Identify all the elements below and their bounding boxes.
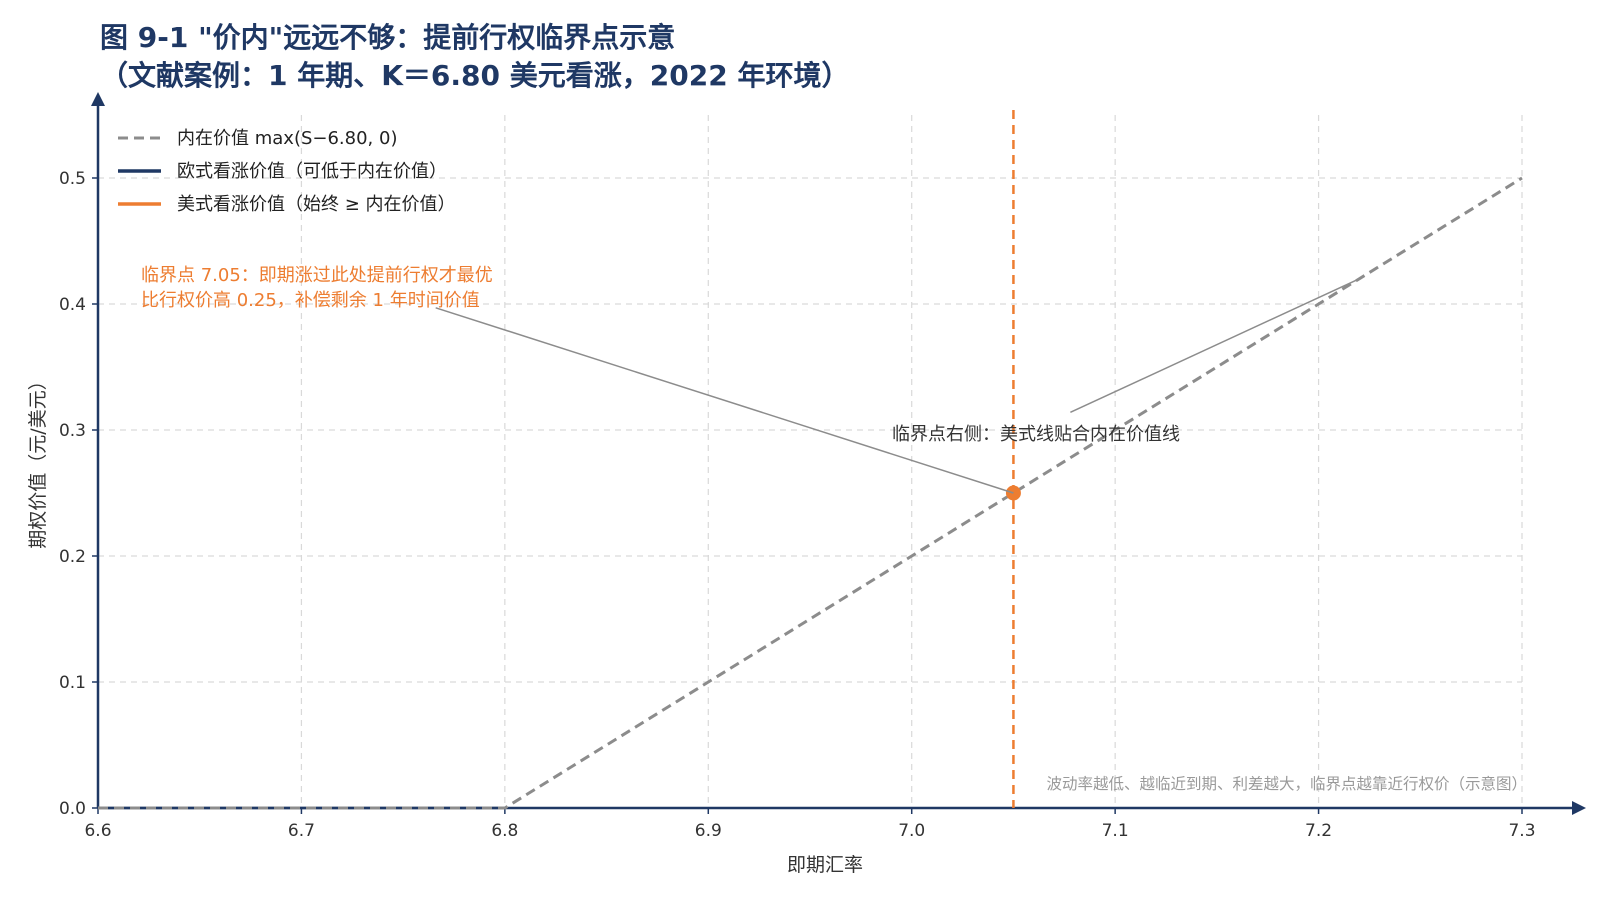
y-tick-label: 0.0	[59, 799, 86, 819]
x-tick-label: 6.6	[84, 821, 111, 841]
y-tick-label: 0.5	[59, 169, 86, 189]
chart-title: 图 9-1 "价内"远远不够：提前行权临界点示意	[100, 21, 675, 54]
legend: 内在价值 max(S−6.80, 0) 欧式看涨价值（可低于内在价值） 美式看涨…	[118, 128, 456, 215]
annotation-critical-line2: 比行权价高 0.25，补偿剩余 1 年时间价值	[141, 290, 480, 311]
x-tick-label: 7.3	[1508, 821, 1535, 841]
annotation-right-arrow	[1070, 278, 1360, 414]
x-tick-label: 7.2	[1305, 821, 1332, 841]
y-axis-arrow	[91, 92, 105, 106]
series-line-intrinsic	[98, 176, 1523, 810]
series-layer	[98, 110, 1523, 810]
x-tick-label: 6.7	[288, 821, 315, 841]
annotation-critical-line1: 临界点 7.05：即期涨过此处提前行权才最优	[141, 265, 493, 286]
x-tick-label: 6.8	[491, 821, 518, 841]
legend-label-american: 美式看涨价值（始终 ≥ 内在价值）	[177, 194, 456, 215]
x-axis-label: 即期汇率	[787, 854, 863, 876]
annotations: 临界点 7.05：即期涨过此处提前行权才最优 比行权价高 0.25，补偿剩余 1…	[141, 265, 1360, 494]
legend-label-european: 欧式看涨价值（可低于内在价值）	[177, 161, 447, 182]
x-axis-arrow	[1572, 801, 1586, 815]
annotation-right-text: 临界点右侧：美式线贴合内在价值线	[892, 424, 1180, 445]
legend-label-intrinsic: 内在价值 max(S−6.80, 0)	[177, 128, 397, 149]
x-ticks: 6.6 6.7 6.8 6.9 7.0 7.1 7.2 7.3	[84, 808, 1536, 841]
y-tick-label: 0.3	[59, 421, 86, 441]
chart-subtitle: （文献案例：1 年期、K＝6.80 美元看涨，2022 年环境）	[100, 59, 849, 92]
x-tick-label: 7.1	[1102, 821, 1129, 841]
y-axis-label: 期权价值（元/美元）	[27, 371, 49, 548]
annotation-critical-arrow	[435, 307, 1014, 494]
y-tick-label: 0.4	[59, 295, 86, 315]
y-tick-label: 0.1	[59, 673, 86, 693]
x-tick-label: 6.9	[695, 821, 722, 841]
grid	[98, 115, 1523, 808]
x-tick-label: 7.0	[898, 821, 925, 841]
y-tick-label: 0.2	[59, 547, 86, 567]
footnote: 波动率越低、越临近到期、利差越大，临界点越靠近行权价（示意图）	[1046, 774, 1527, 793]
y-ticks: 0.0 0.1 0.2 0.3 0.4 0.5	[59, 169, 98, 819]
